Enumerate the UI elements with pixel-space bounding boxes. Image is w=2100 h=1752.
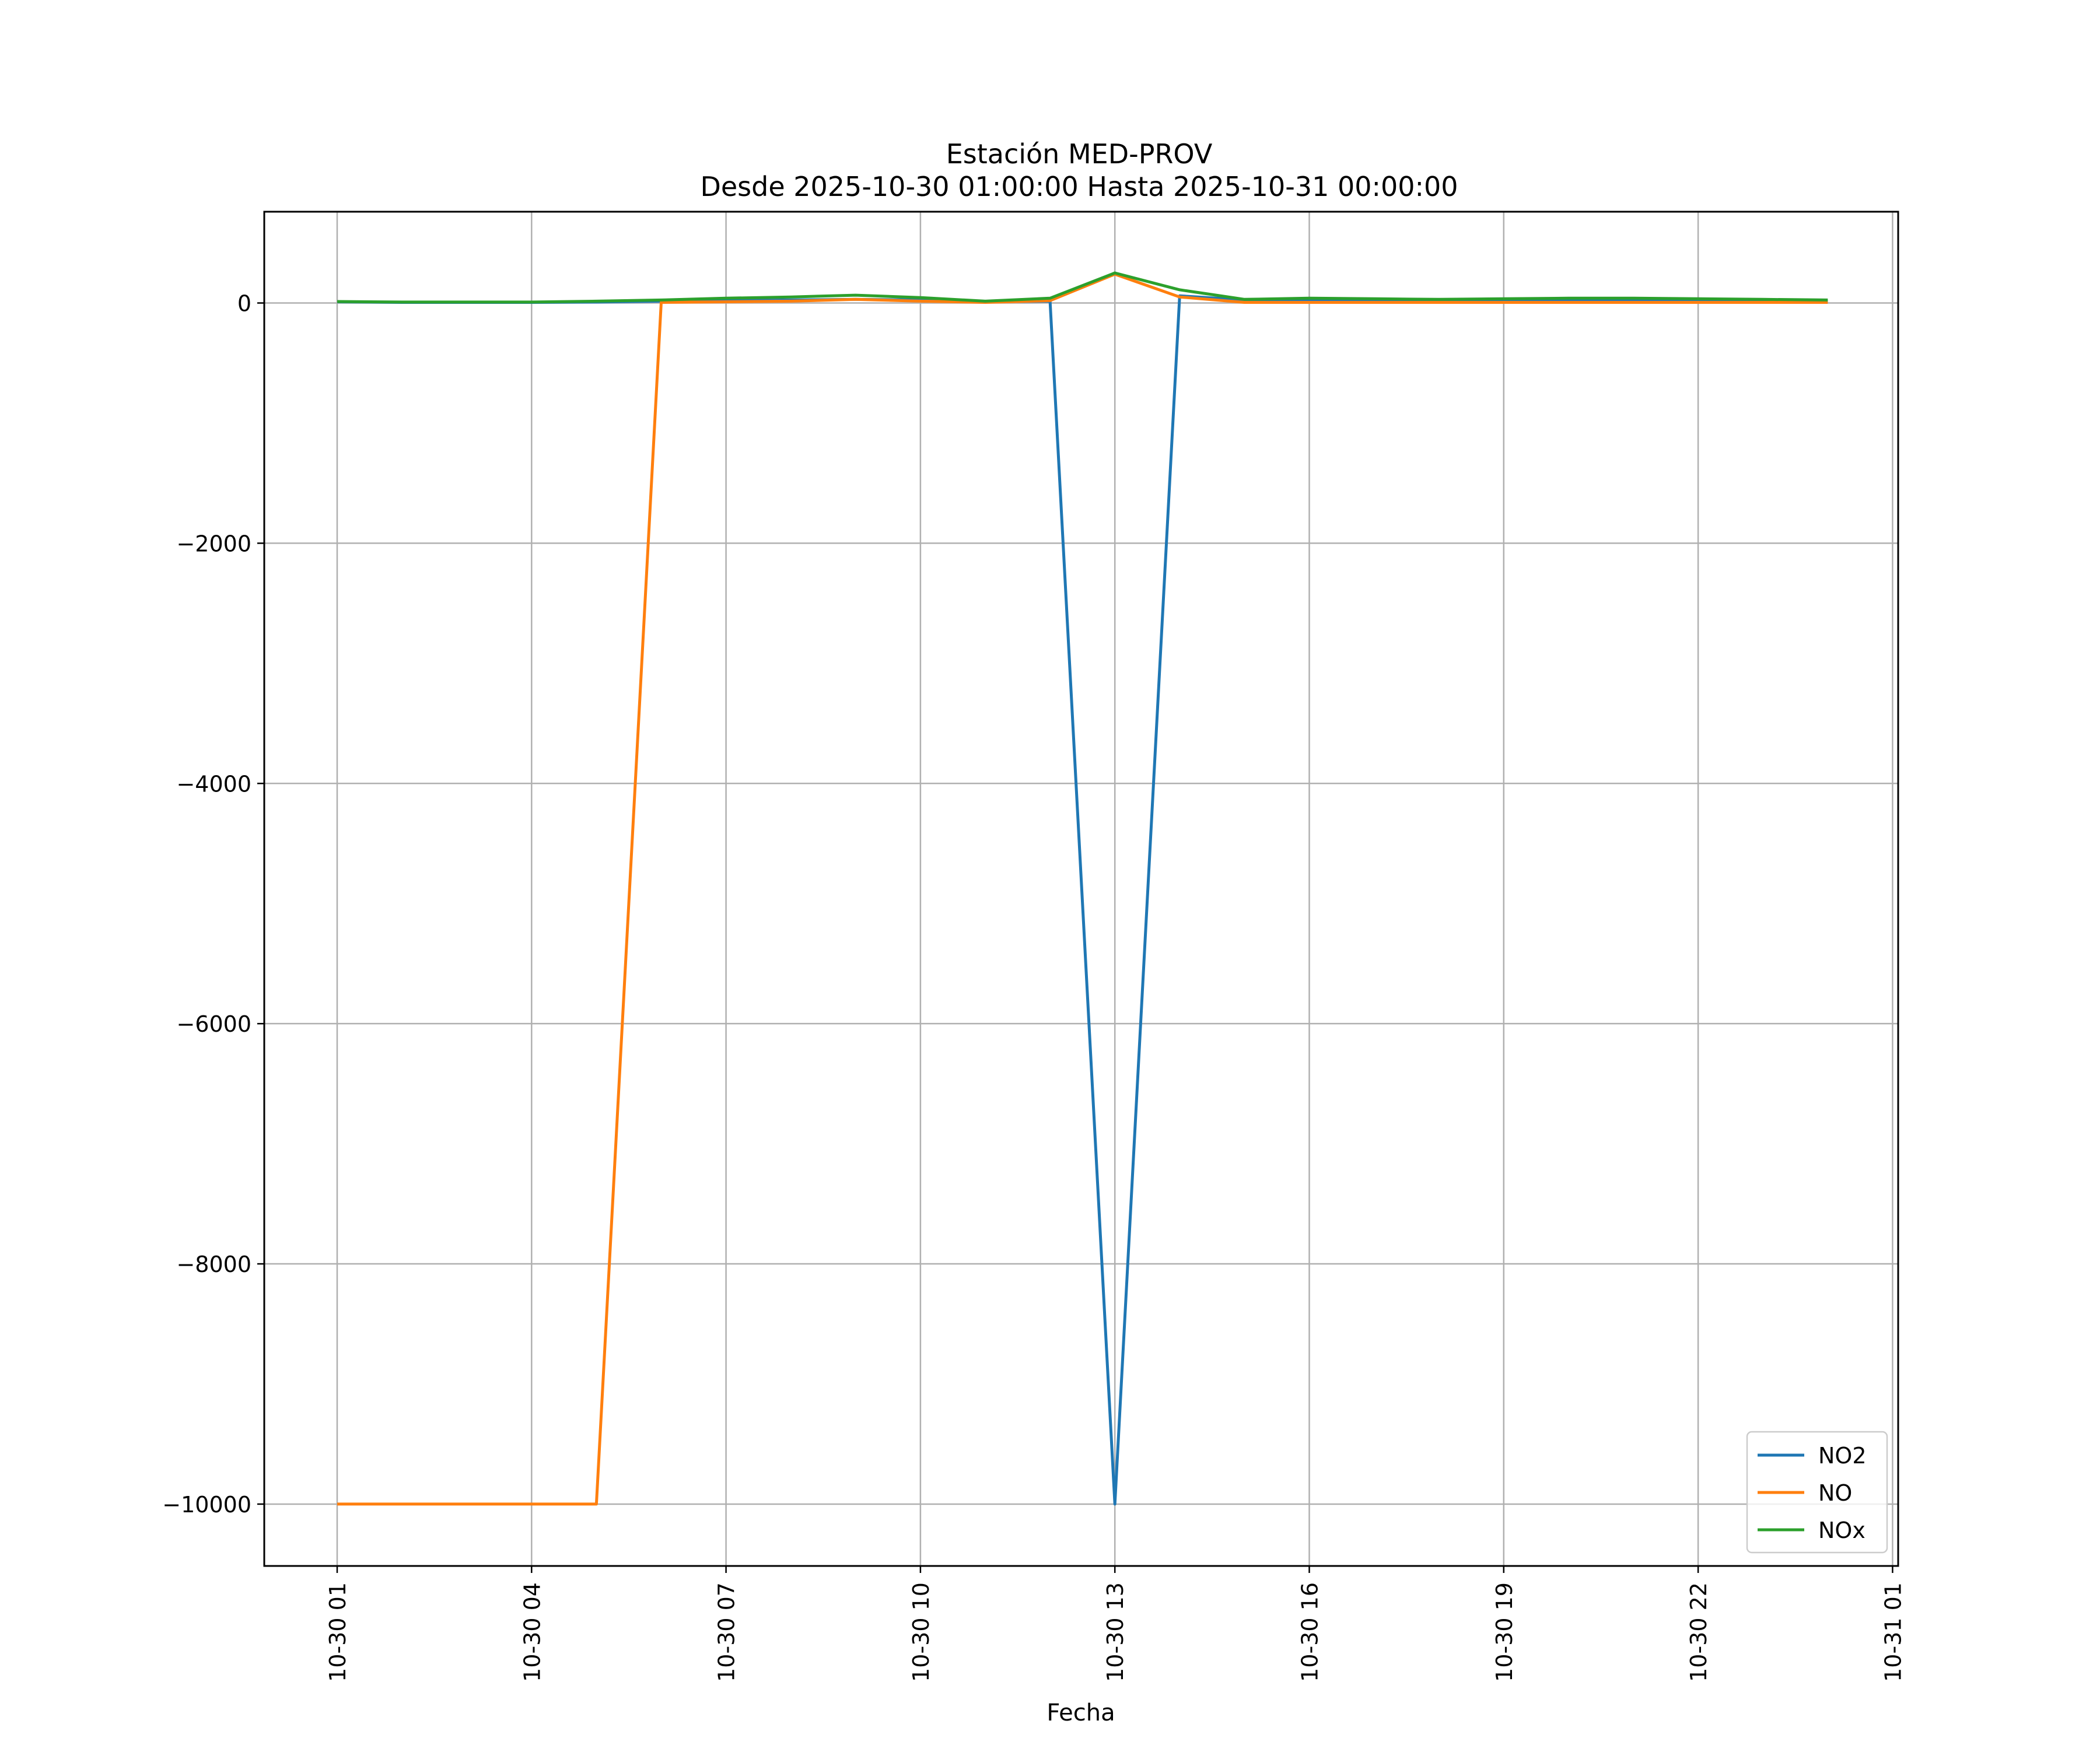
x-tick-label: 10-30 22: [1686, 1582, 1712, 1682]
legend: NO2 NO NOx: [1746, 1431, 1888, 1554]
y-tick-label: −4000: [176, 771, 251, 797]
legend-label: NOx: [1818, 1518, 1866, 1543]
y-tick-label: −6000: [176, 1011, 251, 1037]
x-tick-label: 10-30 13: [1102, 1582, 1128, 1682]
series-line-nox: [337, 271, 1828, 304]
y-tick-label: 0: [237, 291, 251, 317]
x-tick-label: 10-30 07: [714, 1582, 740, 1682]
x-tick-label: 10-30 01: [325, 1582, 351, 1682]
chart-subtitle: Desde 2025-10-30 01:00:00 Hasta 2025-10-…: [700, 171, 1458, 202]
x-tick-label: 10-30 04: [519, 1582, 545, 1682]
axes: 0 −2000 −4000 −6000 −8000 −10000 10-30 01 10-30…: [162, 291, 1906, 1682]
legend-label: NO: [1818, 1480, 1852, 1506]
x-tick-label: 10-30 19: [1492, 1582, 1517, 1682]
x-tick-label: 10-30 16: [1297, 1582, 1323, 1682]
x-tick-label: 10-31 01: [1880, 1582, 1906, 1682]
chart-title: Estación MED-PROV: [946, 138, 1213, 170]
x-axis-label: Fecha: [1046, 1700, 1115, 1726]
series-line-no2: [337, 294, 1828, 1506]
y-tick-label: −2000: [176, 531, 251, 556]
y-tick-label: −10000: [162, 1492, 251, 1518]
x-tick-label: 10-30 10: [908, 1582, 934, 1682]
y-tick-label: −8000: [176, 1252, 251, 1277]
series-line-no: [337, 272, 1828, 1506]
series-lines: [337, 271, 1828, 1506]
plot-frame: [263, 211, 1899, 1567]
legend-label: NO2: [1818, 1443, 1867, 1469]
legend-box: [1746, 1431, 1888, 1554]
